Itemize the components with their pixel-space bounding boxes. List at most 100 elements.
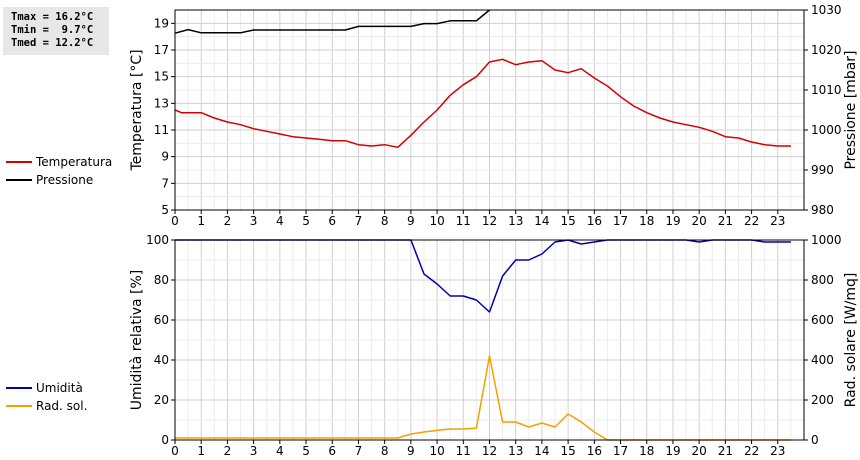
x-tick-label: 5 <box>302 214 310 228</box>
x-tick-label: 9 <box>407 444 415 458</box>
x-tick-label: 15 <box>560 444 575 458</box>
y-axis-label: Umidità relativa [%] <box>129 270 145 411</box>
x-tick-label: 22 <box>744 444 759 458</box>
legend-bottom: Umidità Rad. sol. <box>6 379 87 415</box>
legend-entry-radsol: Rad. sol. <box>6 397 87 415</box>
y2-tick-label: 600 <box>811 313 834 327</box>
x-tick-label: 3 <box>250 444 258 458</box>
x-tick-label: 8 <box>381 444 389 458</box>
x-tick-label: 11 <box>456 444 471 458</box>
x-tick-label: 14 <box>534 444 549 458</box>
x-tick-label: 20 <box>692 444 707 458</box>
y-tick-label: 60 <box>154 313 169 327</box>
x-tick-label: 10 <box>429 214 444 228</box>
x-tick-label: 19 <box>665 214 680 228</box>
x-tick-label: 6 <box>328 214 336 228</box>
y2-tick-label: 1010 <box>811 83 842 97</box>
series-line-umidit- <box>175 239 791 313</box>
chart-panel-bottom: 0 1 2 3 4 5 6 7 8 9 10 11 12 13 14 15 16 17 18 19 20 21 22 2302… <box>129 233 859 458</box>
y-tick-label: 17 <box>154 43 169 57</box>
y2-tick-label: 1000 <box>811 233 842 247</box>
series-line-pressione <box>174 9 490 34</box>
stat-tmed: Tmed = 12.2°C <box>11 37 94 49</box>
x-tick-label: 2 <box>224 214 232 228</box>
chart-panel-top: 0 1 2 3 4 5 6 7 8 9 10 11 12 13 14 15 16 17 18 19 20 21 22 2357… <box>129 3 859 228</box>
x-tick-label: 0 <box>171 444 179 458</box>
y-tick-label: 13 <box>154 96 169 110</box>
x-tick-label: 11 <box>456 214 471 228</box>
legend-entry-pressione: Pressione <box>6 171 112 189</box>
y-tick-label: 80 <box>154 273 169 287</box>
x-tick-label: 2 <box>224 444 232 458</box>
x-tick-label: 7 <box>355 444 363 458</box>
y2-tick-label: 800 <box>811 273 834 287</box>
x-tick-label: 12 <box>482 444 497 458</box>
legend-top: Temperatura Pressione <box>6 153 112 189</box>
x-tick-label: 23 <box>770 214 785 228</box>
y-tick-label: 11 <box>154 123 169 137</box>
stat-tmax: Tmax = 16.2°C <box>11 11 94 23</box>
legend-entry-umidita: Umidità <box>6 379 87 397</box>
x-tick-label: 14 <box>534 214 549 228</box>
y-tick-label: 5 <box>161 203 169 217</box>
y2-tick-label: 400 <box>811 353 834 367</box>
x-tick-label: 19 <box>665 444 680 458</box>
x-tick-label: 7 <box>355 214 363 228</box>
series-line-rad-sol- <box>175 355 791 441</box>
y-tick-label: 19 <box>154 16 169 30</box>
x-tick-label: 5 <box>302 444 310 458</box>
x-tick-label: 22 <box>744 214 759 228</box>
y-tick-label: 15 <box>154 70 169 84</box>
x-tick-label: 18 <box>639 444 654 458</box>
x-tick-label: 0 <box>171 214 179 228</box>
x-tick-label: 10 <box>429 444 444 458</box>
legend-swatch-temperatura <box>6 161 32 163</box>
legend-label-radsol: Rad. sol. <box>36 399 88 413</box>
x-tick-label: 9 <box>407 214 415 228</box>
y-tick-label: 100 <box>146 233 169 247</box>
x-tick-label: 13 <box>508 444 523 458</box>
x-tick-label: 13 <box>508 214 523 228</box>
y-tick-label: 7 <box>161 176 169 190</box>
y2-tick-label: 980 <box>811 203 834 217</box>
x-tick-label: 12 <box>482 214 497 228</box>
x-tick-label: 3 <box>250 214 258 228</box>
x-tick-label: 16 <box>587 214 602 228</box>
x-tick-label: 18 <box>639 214 654 228</box>
series-line-temperatura <box>174 58 791 149</box>
y2-tick-label: 1030 <box>811 3 842 17</box>
x-tick-label: 20 <box>692 214 707 228</box>
y2-axis-label: Rad. solare [W/mq] <box>843 273 859 408</box>
y-tick-label: 9 <box>161 150 169 164</box>
legend-entry-temperatura: Temperatura <box>6 153 112 171</box>
y2-tick-label: 1000 <box>811 123 842 137</box>
y-tick-label: 40 <box>154 353 169 367</box>
x-tick-label: 21 <box>718 214 733 228</box>
y-tick-label: 20 <box>154 393 169 407</box>
legend-swatch-pressione <box>6 179 32 181</box>
legend-swatch-radsol <box>6 405 32 407</box>
y2-tick-label: 1020 <box>811 43 842 57</box>
x-tick-label: 15 <box>560 214 575 228</box>
x-tick-label: 23 <box>770 444 785 458</box>
legend-label-temperatura: Temperatura <box>36 155 113 169</box>
x-tick-label: 4 <box>276 214 284 228</box>
stat-tmin: Tmin = 9.7°C <box>11 24 94 36</box>
y2-axis-label: Pressione [mbar] <box>843 50 859 169</box>
x-tick-label: 6 <box>328 444 336 458</box>
x-tick-label: 8 <box>381 214 389 228</box>
legend-label-umidita: Umidità <box>36 381 83 395</box>
y-axis-label: Temperatura [°C] <box>129 49 145 171</box>
legend-swatch-umidita <box>6 387 32 389</box>
x-tick-label: 17 <box>613 444 628 458</box>
y2-tick-label: 0 <box>811 433 819 447</box>
y-tick-label: 0 <box>161 433 169 447</box>
stats-box: Tmax = 16.2°C Tmin = 9.7°C Tmed = 12.2°C <box>3 7 109 55</box>
y2-tick-label: 990 <box>811 163 834 177</box>
x-tick-label: 17 <box>613 214 628 228</box>
x-tick-label: 1 <box>197 214 205 228</box>
x-tick-label: 21 <box>718 444 733 458</box>
legend-label-pressione: Pressione <box>36 173 94 187</box>
x-tick-label: 1 <box>197 444 205 458</box>
